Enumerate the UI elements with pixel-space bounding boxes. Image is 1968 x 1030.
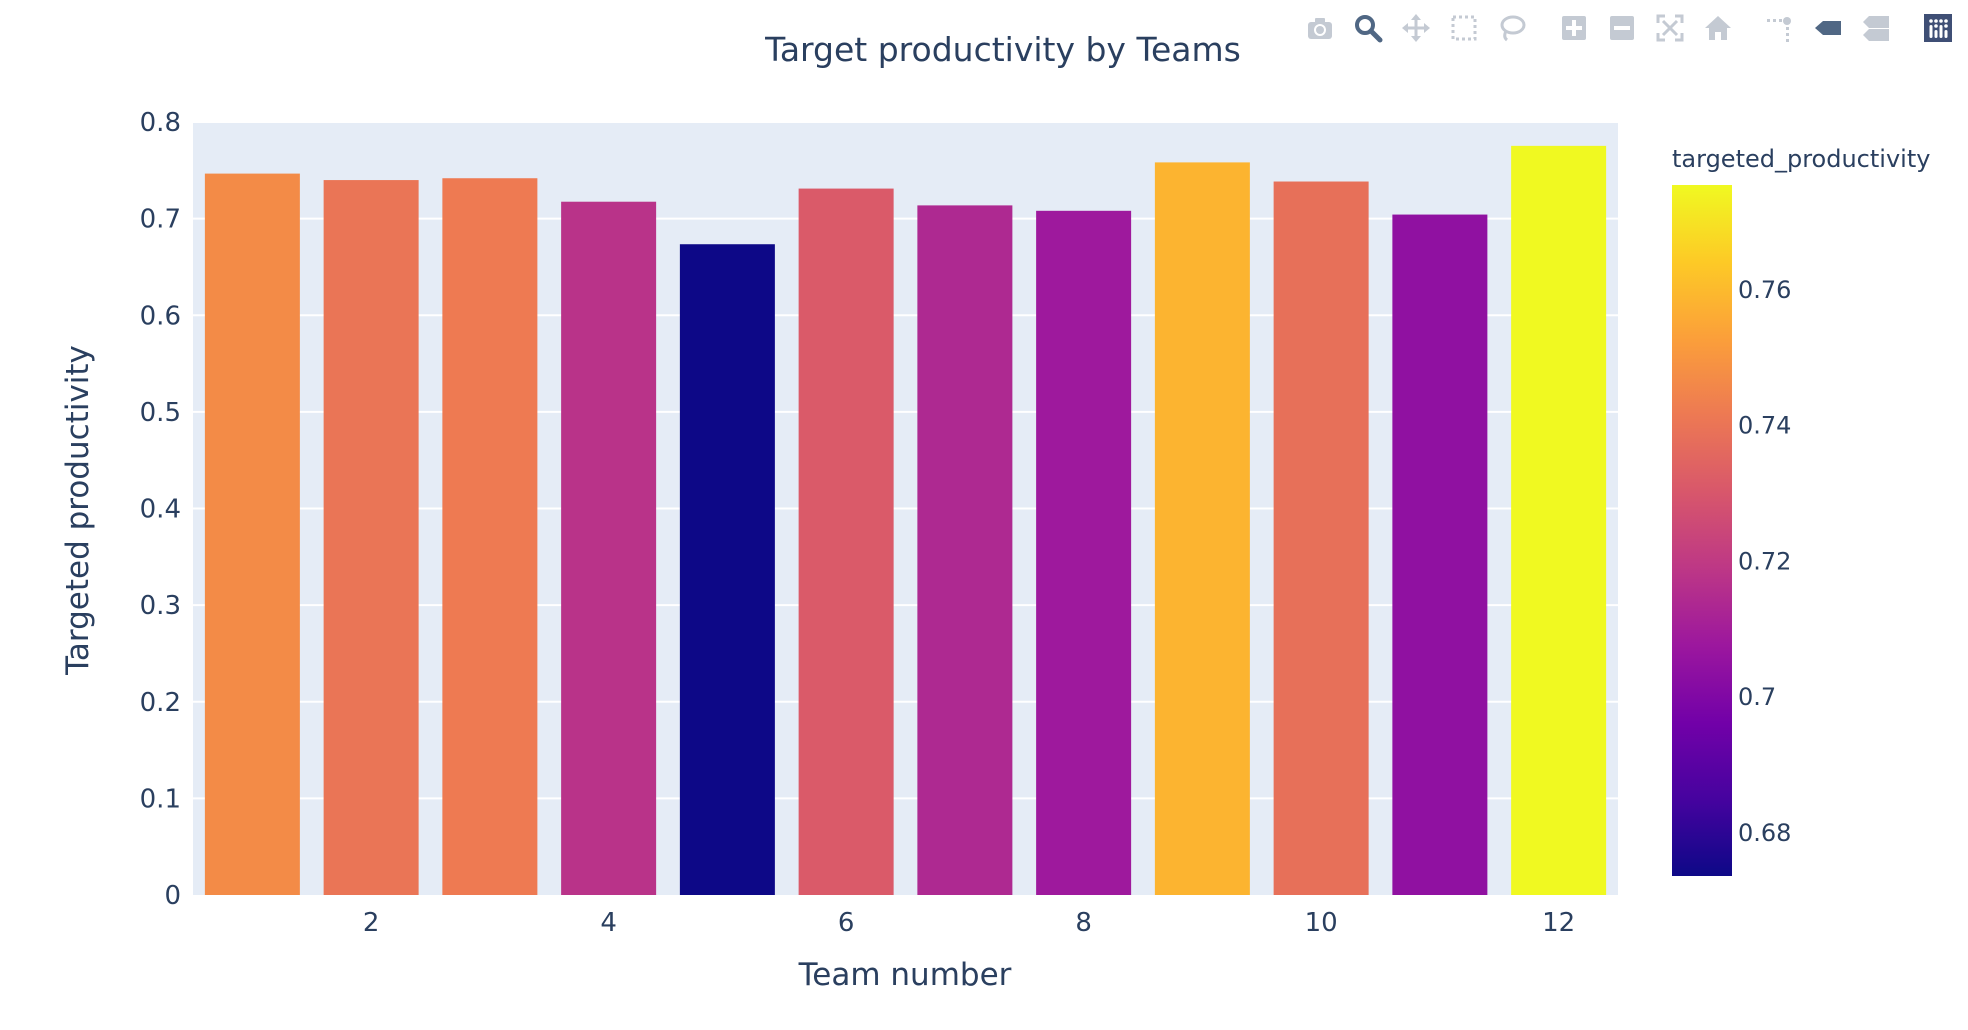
x-axis-label: Team number	[798, 957, 1012, 993]
x-tick-label: 2	[363, 908, 380, 938]
bar-team-12[interactable]	[1511, 145, 1607, 895]
colorbar-tick-label: 0.68	[1738, 819, 1791, 847]
hover-compare-icon[interactable]	[1852, 8, 1900, 48]
y-axis-label: Targeted productivity	[60, 345, 96, 676]
plotly-logo-icon[interactable]	[1914, 8, 1962, 48]
lasso-select-icon[interactable]	[1488, 8, 1536, 48]
camera-icon[interactable]	[1296, 8, 1344, 48]
bar-team-11[interactable]	[1392, 214, 1488, 895]
bar-team-3[interactable]	[442, 178, 538, 896]
colorbar-gradient	[1672, 185, 1732, 876]
colorbar-tick-label: 0.74	[1738, 412, 1791, 440]
y-tick-label: 0.7	[140, 205, 181, 235]
y-axis-ticks: 0 0.1 0.2 0.3 0.4 0.5 0.6 0.7 0.8	[140, 108, 181, 911]
colorbar: targeted_productivity 0.68 0.7 0.72 0.74 0.7…	[1672, 145, 1930, 876]
y-tick-label: 0.2	[140, 688, 181, 718]
hover-closest-icon[interactable]	[1804, 8, 1852, 48]
y-tick-label: 0.8	[140, 108, 181, 138]
x-tick-label: 12	[1542, 908, 1575, 938]
colorbar-tick-label: 0.76	[1738, 276, 1791, 304]
zoom-out-icon[interactable]	[1598, 8, 1646, 48]
modebar	[1296, 8, 1962, 48]
bar-team-4[interactable]	[561, 201, 657, 895]
gridlines	[193, 121, 1618, 800]
bars	[204, 145, 1607, 896]
spike-lines-icon[interactable]	[1756, 8, 1804, 48]
y-tick-label: 0.5	[140, 398, 181, 428]
zoom-icon[interactable]	[1344, 8, 1392, 48]
bar-team-8[interactable]	[1036, 210, 1132, 896]
reset-axes-icon[interactable]	[1694, 8, 1742, 48]
y-tick-label: 0.4	[140, 495, 181, 525]
bar-team-7[interactable]	[917, 205, 1013, 895]
bar-team-9[interactable]	[1154, 162, 1250, 895]
colorbar-tick-label: 0.7	[1738, 683, 1776, 711]
y-tick-label: 0.6	[140, 301, 181, 331]
chart-title: Target productivity by Teams	[764, 30, 1241, 69]
y-tick-label: 0.1	[140, 784, 181, 814]
x-tick-label: 4	[600, 908, 617, 938]
bar-team-10[interactable]	[1273, 181, 1369, 895]
x-tick-label: 10	[1305, 908, 1338, 938]
zoom-in-icon[interactable]	[1550, 8, 1598, 48]
bar-team-6[interactable]	[798, 188, 894, 895]
bar-team-5[interactable]	[679, 244, 775, 896]
x-axis-ticks: 2 4 6 8 10 12	[363, 908, 1575, 938]
box-select-icon[interactable]	[1440, 8, 1488, 48]
colorbar-ticks: 0.68 0.7 0.72 0.74 0.76	[1738, 276, 1791, 847]
colorbar-title: targeted_productivity	[1672, 145, 1930, 173]
pan-icon[interactable]	[1392, 8, 1440, 48]
y-tick-label: 0.3	[140, 591, 181, 621]
y-tick-label: 0	[164, 881, 181, 911]
x-tick-label: 8	[1075, 908, 1092, 938]
colorbar-tick-label: 0.72	[1738, 547, 1791, 575]
autoscale-icon[interactable]	[1646, 8, 1694, 48]
bar-team-1[interactable]	[204, 173, 300, 895]
x-tick-label: 6	[838, 908, 855, 938]
bar-team-2[interactable]	[323, 180, 419, 895]
